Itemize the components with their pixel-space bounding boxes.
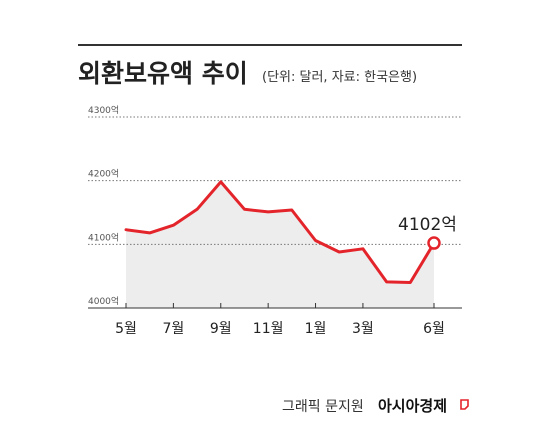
plot-area [126, 181, 434, 308]
x-tick-label: 1월 [305, 321, 327, 337]
y-tick-label: 4200억 [88, 168, 119, 180]
x-tick-label: 5월 [115, 321, 137, 337]
highlight-label: 4102억 [398, 215, 457, 235]
y-tick-label: 4300억 [88, 104, 119, 116]
area-fill [126, 181, 434, 308]
x-tick-label: 11월 [253, 321, 284, 337]
y-axis-ticks: 4300억 4200억 4100억 4000억 [88, 104, 119, 307]
x-tick-label: 7월 [162, 321, 184, 337]
x-tick-label: 9월 [210, 321, 232, 337]
y-tick-label: 4100억 [88, 231, 119, 243]
credit-text: 그래픽 문지원 [282, 399, 364, 415]
x-tick-label: 6월 [423, 321, 445, 337]
x-tick-label: 3월 [352, 321, 374, 337]
chart-title: 외환보유액 추이 [78, 59, 248, 88]
x-axis: 5월 7월 9월 11월 1월 3월 6월 [88, 303, 462, 337]
grid [88, 116, 462, 245]
y-tick-label: 4000억 [88, 295, 119, 307]
series-line [124, 180, 441, 284]
chart-subtitle: (단위: 달러, 자료: 한국은행) [262, 69, 417, 85]
page-corner-icon [460, 399, 469, 410]
highlight-point [427, 236, 441, 250]
brand-logo: 아시아경제 [378, 397, 447, 415]
series-line-path [124, 180, 436, 284]
